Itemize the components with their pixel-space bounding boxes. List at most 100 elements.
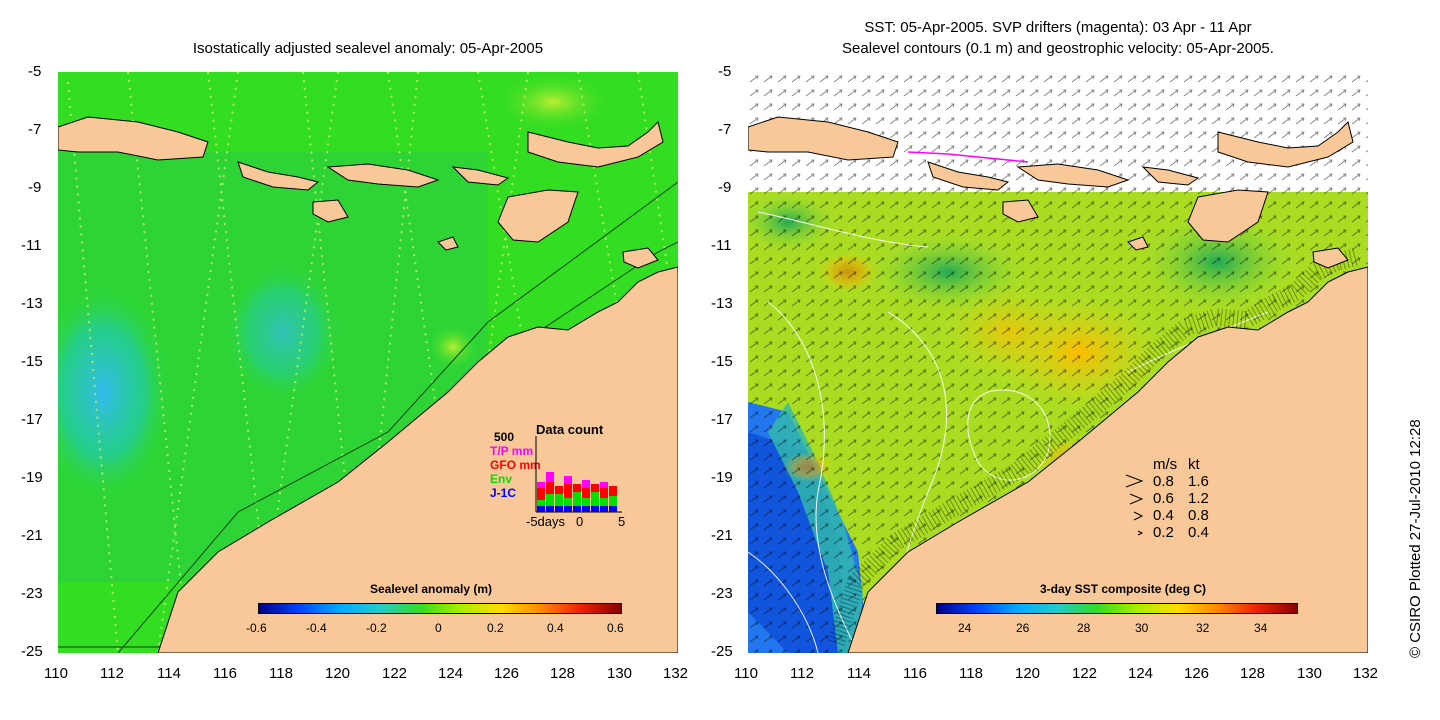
data-count-title: Data count <box>536 422 604 437</box>
left-map-svg <box>58 72 678 653</box>
lat-tick: -21 <box>711 527 733 544</box>
lat-tick: -21 <box>21 527 43 544</box>
lat-tick: -5 <box>28 63 42 80</box>
legend-ms-value: 0.2 <box>1153 524 1174 541</box>
right-islands <box>748 116 1354 269</box>
lon-tick: 132 <box>1353 665 1379 682</box>
cbar-tick: 0 <box>435 621 442 635</box>
legend-header-kt: kt <box>1188 456 1200 473</box>
lat-tick: -15 <box>711 353 733 370</box>
right-colorbar-title: 3-day SST composite (deg C) <box>1040 582 1207 596</box>
lon-tick: 110 <box>44 665 68 682</box>
source-gfo: GFO mm <box>490 458 541 472</box>
csiro-credit: © CSIRO Plotted 27-Jul-2010 12:28 <box>1407 419 1424 658</box>
right-panel-title-2: Sealevel contours (0.1 m) and geostrophi… <box>842 40 1274 57</box>
lat-tick: -11 <box>711 237 732 254</box>
lon-tick: 130 <box>1297 665 1323 682</box>
right-panel-title-1: SST: 05-Apr-2005. SVP drifters (magenta)… <box>864 19 1252 36</box>
lon-tick: 114 <box>157 665 181 682</box>
lat-tick: -17 <box>21 411 43 428</box>
cbar-tick: 0.2 <box>487 621 504 635</box>
lon-tick: 128 <box>1240 665 1266 682</box>
legend-kt-value: 0.4 <box>1188 524 1209 541</box>
lon-tick: 118 <box>959 665 983 682</box>
right-map-svg <box>748 72 1368 653</box>
source-env: Env <box>490 472 513 486</box>
lat-tick: -19 <box>21 469 43 486</box>
lat-tick: -23 <box>711 585 733 602</box>
lon-tick: 124 <box>1128 665 1154 682</box>
lat-tick: -23 <box>21 585 43 602</box>
cbar-tick: 26 <box>1016 621 1030 635</box>
lat-tick: -17 <box>711 411 733 428</box>
lat-tick: -11 <box>21 237 42 254</box>
left-panel-title: Isostatically adjusted sealevel anomaly:… <box>192 40 544 57</box>
lat-tick: -15 <box>21 353 43 370</box>
lon-tick: 122 <box>1072 665 1098 682</box>
left-negative-anomaly <box>58 282 173 502</box>
lon-tick: 126 <box>1184 665 1210 682</box>
lat-tick: -13 <box>711 295 733 312</box>
svp-drifter-track <box>907 151 1029 163</box>
lon-tick: 118 <box>269 665 293 682</box>
left-australia-land <box>157 266 678 653</box>
lat-tick: -25 <box>21 643 43 660</box>
lat-tick: -9 <box>28 179 42 196</box>
legend-ms-value: 0.6 <box>1153 490 1174 507</box>
data-count-bars <box>537 472 617 512</box>
lat-tick: -7 <box>28 121 42 138</box>
left-map[interactable] <box>58 72 678 653</box>
lon-tick: 112 <box>790 665 814 682</box>
lat-tick: -5 <box>718 63 732 80</box>
lon-tick: 114 <box>847 665 871 682</box>
cbar-tick: 0.6 <box>607 621 624 635</box>
cbar-tick: 0.4 <box>547 621 564 635</box>
cbar-tick: 28 <box>1077 621 1091 635</box>
left-colorbar <box>258 603 622 614</box>
cbar-tick: -0.6 <box>246 621 267 635</box>
data-count-histogram <box>535 436 622 513</box>
lon-tick: 122 <box>382 665 408 682</box>
lon-tick: 128 <box>550 665 576 682</box>
cbar-tick: 24 <box>958 621 972 635</box>
lon-tick: 126 <box>494 665 520 682</box>
lon-tick: 116 <box>903 665 927 682</box>
legend-kt-value: 1.2 <box>1188 490 1209 507</box>
legend-kt-value: 1.6 <box>1188 473 1209 490</box>
lon-tick: 124 <box>438 665 464 682</box>
lon-tick: 120 <box>325 665 351 682</box>
lon-tick: 110 <box>734 665 758 682</box>
lon-tick: 120 <box>1015 665 1041 682</box>
lat-tick: -9 <box>718 179 732 196</box>
cbar-tick: 30 <box>1135 621 1149 635</box>
cbar-tick: -0.2 <box>366 621 387 635</box>
source-tp: T/P mm <box>490 444 534 458</box>
left-positive-anomaly <box>493 72 613 132</box>
legend-ms-value: 0.4 <box>1153 507 1174 524</box>
lon-tick: 132 <box>663 665 689 682</box>
left-colorbar-title: Sealevel anomaly (m) <box>370 582 493 596</box>
source-j1c: J-1C <box>490 486 517 500</box>
data-count-axis-start: -5days <box>526 514 566 529</box>
cbar-tick: -0.4 <box>306 621 327 635</box>
lat-tick: -7 <box>718 121 732 138</box>
legend-header-ms: m/s <box>1153 456 1178 473</box>
lat-tick: -25 <box>711 643 733 660</box>
legend-kt-value: 0.8 <box>1188 507 1209 524</box>
lat-tick: -19 <box>711 469 733 486</box>
lon-tick: 130 <box>607 665 633 682</box>
lon-tick: 116 <box>213 665 237 682</box>
lon-tick: 112 <box>100 665 124 682</box>
cbar-tick: 34 <box>1254 621 1268 635</box>
data-count-max: 500 <box>494 430 515 444</box>
left-islands <box>58 116 664 269</box>
lat-tick: -13 <box>21 295 43 312</box>
right-australia-land <box>847 266 1368 653</box>
legend-arrow-glyphs <box>1125 474 1144 536</box>
cbar-tick: 32 <box>1196 621 1210 635</box>
data-count-axis-end: 5 <box>618 514 626 529</box>
legend-ms-value: 0.8 <box>1153 473 1174 490</box>
right-colorbar <box>936 603 1298 614</box>
right-map[interactable] <box>748 72 1368 653</box>
data-count-axis-zero: 0 <box>576 514 584 529</box>
